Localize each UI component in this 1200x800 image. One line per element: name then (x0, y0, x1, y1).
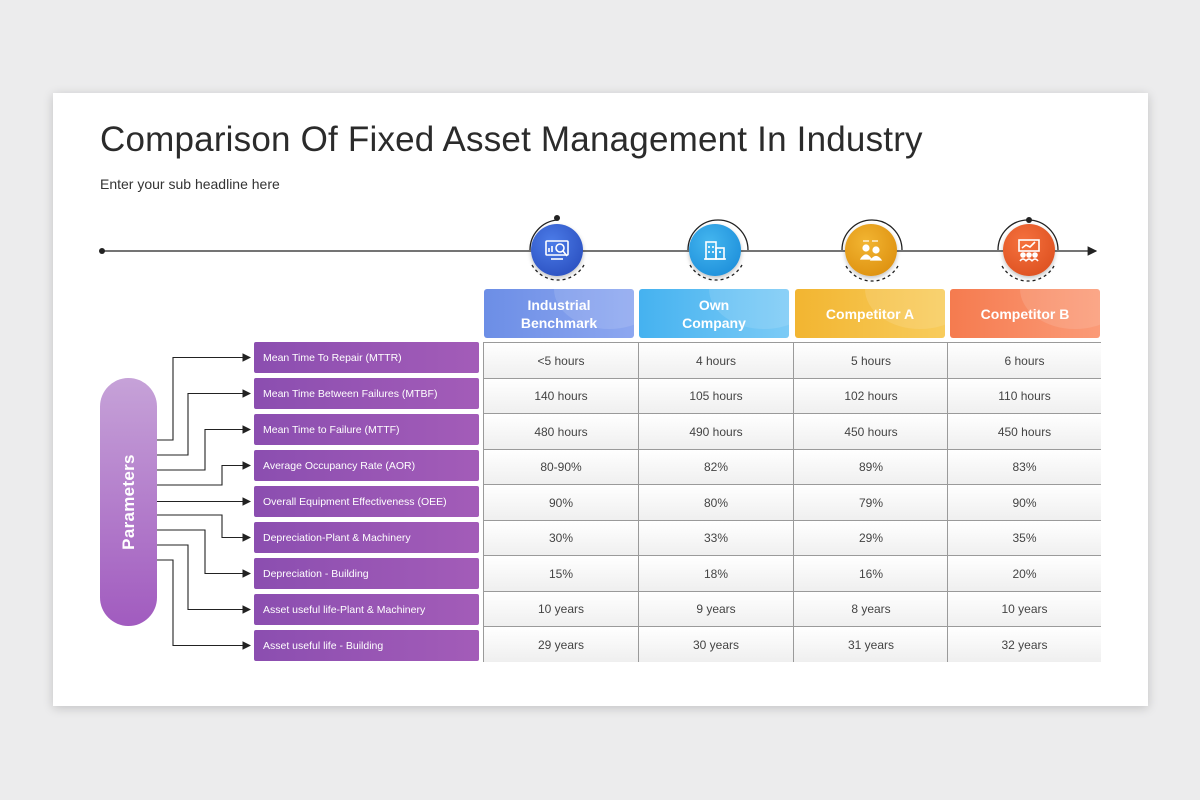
presentation-board-icon (1003, 224, 1055, 276)
slide-title: Comparison Of Fixed Asset Management In … (100, 120, 923, 159)
table-cell: 5 hours (793, 342, 948, 378)
arc-4-dashed (1001, 265, 1055, 282)
table-cell: 18% (638, 555, 793, 591)
table-cell: 4 hours (638, 342, 793, 378)
parameter-connector (157, 529, 252, 578)
column-header-own-company: Own Company (639, 289, 789, 338)
column-header-label: Industrial Benchmark (520, 296, 598, 331)
column-header-competitor-a: Competitor A (795, 289, 945, 338)
table-cell: 105 hours (638, 377, 793, 414)
table-cell: 80-90% (483, 448, 638, 485)
parameter-label: Mean Time To Repair (MTTR) (254, 342, 479, 373)
parameter-connector (157, 559, 252, 650)
table-cell: 450 hours (947, 413, 1101, 449)
parameter-label: Asset useful life-Plant & Machinery (254, 594, 479, 625)
parameter-label: Depreciation-Plant & Machinery (254, 522, 479, 553)
table-cell: <5 hours (483, 342, 638, 378)
parameter-connector (157, 389, 252, 456)
table-cell: 30% (483, 519, 638, 556)
parameter-label: Asset useful life - Building (254, 630, 479, 661)
parameter-label: Average Occupancy Rate (AOR) (254, 450, 479, 481)
table-cell: 83% (947, 448, 1101, 485)
arc-1-dashed (531, 264, 585, 281)
parameter-label: Overall Equipment Effectiveness (OEE) (254, 486, 479, 517)
table-cell: 102 hours (793, 377, 948, 414)
table-cell: 16% (793, 555, 948, 591)
parameter-connector (157, 425, 252, 471)
table-cell: 31 years (793, 626, 948, 662)
table-cell: 90% (947, 484, 1101, 520)
arc-3 (841, 219, 903, 251)
arc-2-dashed (689, 264, 743, 281)
table-cell: 33% (638, 519, 793, 556)
parameters-label: Parameters (118, 454, 138, 550)
parameter-connector (157, 461, 252, 486)
column-header-competitor-b: Competitor B (950, 289, 1100, 338)
buildings-icon (689, 224, 741, 276)
table-cell: 80% (638, 484, 793, 520)
table-cell: 30 years (638, 626, 793, 662)
column-header-label: Competitor A (825, 305, 915, 322)
team-meeting-icon (845, 224, 897, 276)
table-cell: 89% (793, 448, 948, 485)
column-header-industrial-benchmark: Industrial Benchmark (484, 289, 634, 338)
table-cell: 450 hours (793, 413, 948, 449)
arc-3-dashed (845, 265, 899, 282)
table-cell: 490 hours (638, 413, 793, 449)
slide-subtitle: Enter your sub headline here (100, 176, 280, 192)
parameter-connector (157, 353, 252, 441)
table-cell: 29% (793, 519, 948, 556)
parameter-label: Depreciation - Building (254, 558, 479, 589)
table-cell: 79% (793, 484, 948, 520)
analytics-search-icon (531, 224, 583, 276)
table-cell: 29 years (483, 626, 638, 662)
table-cell: 110 hours (947, 377, 1101, 414)
parameters-pill: Parameters (100, 378, 157, 626)
table-cell: 9 years (638, 590, 793, 627)
table-cell: 32 years (947, 626, 1101, 662)
table-cell: 6 hours (947, 342, 1101, 378)
parameter-connector (157, 544, 252, 614)
parameter-connector (157, 514, 252, 542)
column-header-label: Competitor B (980, 305, 1070, 322)
table-cell: 90% (483, 484, 638, 520)
table-cell: 82% (638, 448, 793, 485)
table-cell: 15% (483, 555, 638, 591)
table-cell: 10 years (947, 590, 1101, 627)
comparison-table: <5 hours 4 hours 5 hours 6 hours 140 hours 10… (483, 342, 1101, 662)
table-cell: 480 hours (483, 413, 638, 449)
column-header-label: Own Company (682, 296, 746, 331)
table-cell: 35% (947, 519, 1101, 556)
arc-1 (529, 219, 558, 251)
parameter-label: Mean Time Between Failures (MTBF) (254, 378, 479, 409)
table-cell: 140 hours (483, 377, 638, 414)
parameter-label: Mean Time to Failure (MTTF) (254, 414, 479, 445)
table-cell: 10 years (483, 590, 638, 627)
table-cell: 8 years (793, 590, 948, 627)
table-cell: 20% (947, 555, 1101, 591)
